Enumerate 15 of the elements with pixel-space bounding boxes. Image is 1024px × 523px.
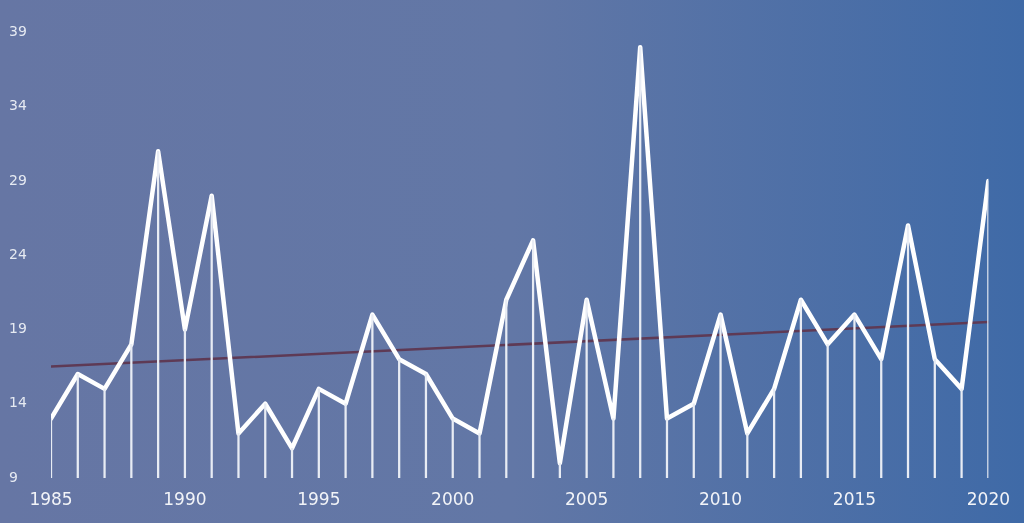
y-tick-label: 9: [9, 468, 18, 485]
y-tick-label: 14: [9, 394, 27, 411]
x-tick-label: 2020: [966, 488, 1010, 509]
y-tick-label: 39: [9, 23, 27, 40]
x-tick-label: 2000: [431, 488, 475, 509]
x-tick-label: 2005: [565, 488, 609, 509]
x-tick-label: 1985: [29, 488, 73, 509]
y-tick-label: 24: [9, 245, 27, 262]
y-tick-label: 34: [9, 97, 27, 114]
x-tick-label: 1990: [163, 488, 207, 509]
x-tick-label: 1995: [297, 488, 341, 509]
x-tick-label: 2010: [698, 488, 743, 509]
y-tick-label: 29: [9, 171, 27, 188]
y-tick-label: 19: [9, 320, 27, 337]
x-tick-label: 2015: [832, 488, 877, 509]
